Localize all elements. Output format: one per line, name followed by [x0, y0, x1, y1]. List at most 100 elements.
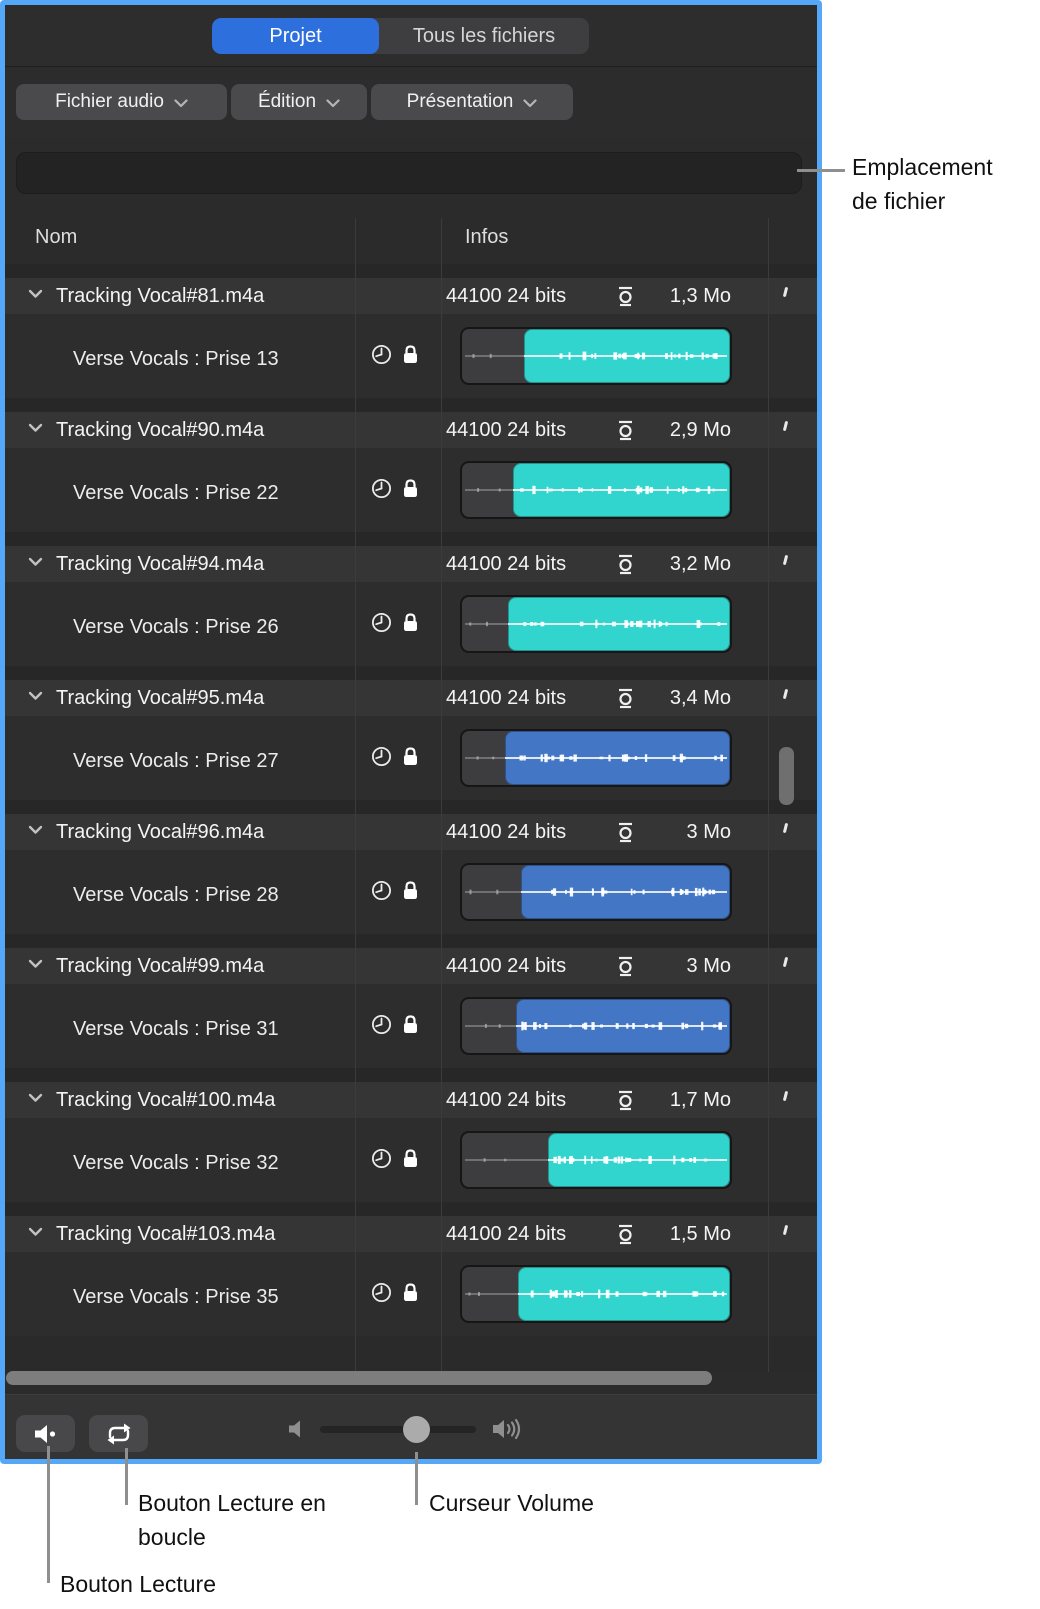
menu-presentation-label: Présentation	[406, 91, 514, 112]
take-row[interactable]: Verse Vocals : Prise 27	[5, 716, 817, 800]
clock-icon	[371, 746, 392, 767]
waveform-preview[interactable]	[460, 595, 732, 653]
tempo-info-icon	[619, 420, 632, 441]
waveform-line	[465, 619, 727, 629]
take-row[interactable]: Verse Vocals : Prise 26	[5, 582, 817, 666]
file-row[interactable]: Tracking Vocal#95.m4a 44100 24 bits 3,4 Mo	[5, 680, 817, 716]
disclosure-chevron-icon[interactable]	[28, 959, 43, 969]
waveform-preview[interactable]	[460, 997, 732, 1055]
lock-icon	[404, 1283, 417, 1301]
file-size: 1,3 Mo	[669, 285, 731, 307]
chevron-down-icon	[174, 98, 188, 107]
take-name: Verse Vocals : Prise 31	[73, 1018, 279, 1040]
volume-slider-track[interactable]	[320, 1426, 476, 1433]
clipped-column-mark	[782, 554, 789, 566]
loop-button-connector-line	[125, 1448, 128, 1505]
tempo-info-icon	[619, 554, 632, 575]
disclosure-chevron-icon[interactable]	[28, 825, 43, 835]
file-location-annotation: Emplacement de fichier	[852, 154, 993, 214]
file-table: Tracking Vocal#81.m4a 44100 24 bits 1,3 Mo…	[5, 264, 817, 1372]
file-row[interactable]: Tracking Vocal#96.m4a 44100 24 bits 3 Mo	[5, 814, 817, 850]
clipped-column-mark	[782, 1090, 789, 1102]
lock-icon	[404, 747, 417, 765]
file-row[interactable]: Tracking Vocal#99.m4a 44100 24 bits 3 Mo	[5, 948, 817, 984]
waveform-preview[interactable]	[460, 327, 732, 385]
table-header: Nom Infos	[5, 210, 817, 265]
file-name: Tracking Vocal#81.m4a	[56, 285, 265, 307]
waveform-line	[465, 753, 727, 763]
file-row[interactable]: Tracking Vocal#100.m4a 44100 24 bits 1,7 M…	[5, 1082, 817, 1118]
loop-playback-button[interactable]	[89, 1415, 148, 1452]
take-row[interactable]: Verse Vocals : Prise 31	[5, 984, 817, 1068]
lock-icon	[404, 881, 417, 899]
clock-icon	[371, 612, 392, 633]
speaker-icon	[34, 1424, 55, 1443]
column-divider	[441, 218, 442, 1372]
clipped-column-mark	[782, 956, 789, 968]
file-location-bar[interactable]	[16, 152, 802, 194]
take-name: Verse Vocals : Prise 28	[73, 884, 279, 906]
menu-row: Fichier audio Édition Présentation	[5, 67, 817, 138]
tempo-info-icon	[619, 1224, 632, 1245]
vertical-scrollbar[interactable]	[779, 747, 794, 805]
waveform-preview[interactable]	[460, 1131, 732, 1189]
file-info: 44100 24 bits	[446, 821, 567, 843]
file-size: 3,2 Mo	[669, 553, 731, 575]
tab-tous-les-fichiers[interactable]: Tous les fichiers	[412, 24, 556, 47]
tempo-info-icon	[619, 286, 632, 307]
take-row[interactable]: Verse Vocals : Prise 28	[5, 850, 817, 934]
take-row[interactable]: Verse Vocals : Prise 35	[5, 1252, 817, 1336]
menu-presentation[interactable]: Présentation	[371, 84, 573, 120]
horizontal-scrollbar[interactable]	[6, 1371, 712, 1385]
play-button[interactable]	[16, 1415, 75, 1452]
file-row[interactable]: Tracking Vocal#103.m4a 44100 24 bits 1,5 M…	[5, 1216, 817, 1252]
play-button-connector-line	[47, 1446, 50, 1583]
disclosure-chevron-icon[interactable]	[28, 289, 43, 299]
lock-icon	[404, 479, 417, 497]
column-divider	[355, 218, 356, 1372]
tempo-info-icon	[619, 688, 632, 709]
file-name: Tracking Vocal#99.m4a	[56, 955, 265, 977]
file-row[interactable]: Tracking Vocal#81.m4a 44100 24 bits 1,3 Mo	[5, 278, 817, 314]
group-gap	[5, 532, 817, 546]
group-gap	[5, 264, 817, 278]
volume-min-icon	[289, 1420, 300, 1438]
take-row[interactable]: Verse Vocals : Prise 32	[5, 1118, 817, 1202]
waveform-line	[465, 887, 727, 897]
waveform-preview[interactable]	[460, 1265, 732, 1323]
disclosure-chevron-icon[interactable]	[28, 423, 43, 433]
waveform-preview[interactable]	[460, 461, 732, 519]
file-info: 44100 24 bits	[446, 687, 567, 709]
file-info: 44100 24 bits	[446, 285, 567, 307]
menu-edition[interactable]: Édition	[231, 84, 367, 120]
disclosure-chevron-icon[interactable]	[28, 1227, 43, 1237]
file-name: Tracking Vocal#96.m4a	[56, 821, 265, 843]
volume-slider-thumb[interactable]	[403, 1416, 430, 1443]
column-header-nom[interactable]: Nom	[35, 226, 78, 248]
clipped-column-mark	[782, 822, 789, 834]
take-name: Verse Vocals : Prise 32	[73, 1152, 279, 1174]
file-name: Tracking Vocal#100.m4a	[56, 1089, 276, 1111]
group-gap	[5, 800, 817, 814]
disclosure-chevron-icon[interactable]	[28, 691, 43, 701]
tab-projet[interactable]: Projet	[212, 18, 379, 54]
take-row[interactable]: Verse Vocals : Prise 13	[5, 314, 817, 398]
disclosure-chevron-icon[interactable]	[28, 557, 43, 567]
file-row[interactable]: Tracking Vocal#90.m4a 44100 24 bits 2,9 Mo	[5, 412, 817, 448]
waveform-preview[interactable]	[460, 863, 732, 921]
transport-bar	[5, 1394, 817, 1459]
take-name: Verse Vocals : Prise 22	[73, 482, 279, 504]
column-header-infos[interactable]: Infos	[465, 226, 509, 248]
file-row[interactable]: Tracking Vocal#94.m4a 44100 24 bits 3,2 Mo	[5, 546, 817, 582]
file-info: 44100 24 bits	[446, 553, 567, 575]
disclosure-chevron-icon[interactable]	[28, 1093, 43, 1103]
clock-icon	[371, 1014, 392, 1035]
take-row[interactable]: Verse Vocals : Prise 22	[5, 448, 817, 532]
chevron-down-icon	[326, 98, 340, 107]
waveform-preview[interactable]	[460, 729, 732, 787]
waveform-line	[465, 1155, 727, 1165]
menu-fichier-audio[interactable]: Fichier audio	[16, 84, 227, 120]
file-size: 1,7 Mo	[669, 1089, 731, 1111]
file-name: Tracking Vocal#95.m4a	[56, 687, 265, 709]
group-gap	[5, 398, 817, 412]
